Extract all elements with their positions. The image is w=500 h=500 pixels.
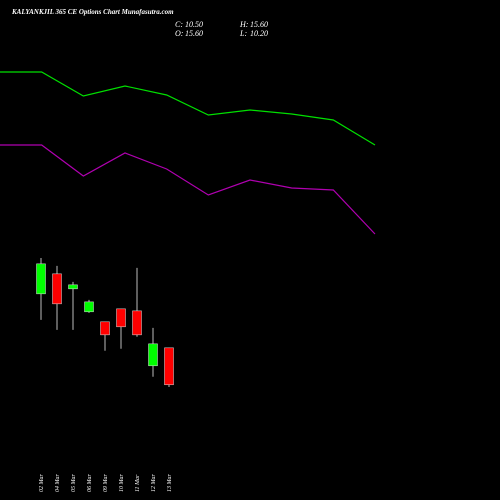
candle-body	[52, 273, 62, 305]
candle-body	[68, 284, 78, 290]
x-tick-label: 02 Mar	[39, 474, 45, 492]
candle-body	[100, 321, 110, 336]
candle-body	[36, 263, 46, 295]
indicator-line	[0, 144, 376, 235]
x-tick-label: 05 Mar	[71, 474, 77, 492]
chart-title: KALYANKJIL 365 CE Options Chart Munafasu…	[11, 8, 174, 16]
info-label: O:	[175, 29, 184, 38]
info-label: H:	[239, 20, 249, 29]
x-tick-label: 10 Mar	[119, 474, 125, 492]
x-tick-label: 13 Mar	[167, 474, 173, 492]
info-value: 10.50	[185, 20, 203, 29]
x-tick-label: 09 Mar	[103, 474, 109, 492]
candle-body	[84, 301, 94, 313]
candle-body	[116, 308, 126, 328]
candle-body	[148, 343, 158, 367]
info-value: 15.60	[250, 20, 268, 29]
info-label: C:	[175, 20, 183, 29]
x-tick-label: 06 Mar	[87, 474, 93, 492]
x-tick-label: 11 Mar	[135, 474, 141, 492]
info-value: 15.60	[185, 29, 203, 38]
info-label: L:	[239, 29, 247, 38]
indicator-line	[0, 71, 376, 146]
info-value: 10.20	[250, 29, 268, 38]
candle-body	[164, 347, 174, 386]
candle-body	[132, 310, 142, 336]
x-tick-label: 04 Mar	[54, 474, 61, 492]
x-tick-label: 12 Mar	[151, 474, 157, 492]
